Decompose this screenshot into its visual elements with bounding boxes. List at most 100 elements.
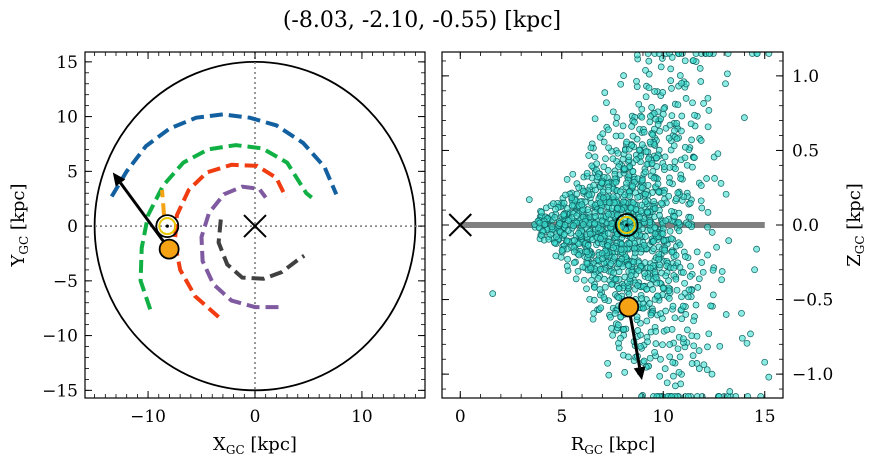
scatter-point [646, 118, 654, 126]
scatter-point [591, 284, 598, 291]
scatter-point [598, 217, 606, 225]
scatter-point [650, 238, 657, 245]
scatter-point [669, 302, 677, 310]
scatter-point [724, 70, 731, 78]
scatter-point [698, 204, 706, 212]
scatter-point [765, 373, 773, 381]
scatter-point [681, 57, 689, 65]
scatter-point [674, 189, 682, 197]
scatter-point [761, 358, 769, 366]
scatter-point [697, 182, 705, 189]
scatter-point [589, 315, 597, 323]
scatter-point [698, 259, 706, 266]
scatter-point [662, 217, 670, 225]
scatter-point [625, 353, 632, 361]
scatter-point [672, 165, 679, 173]
y-tick-label: 0 [67, 217, 78, 237]
scatter-point [686, 199, 694, 207]
scatter-point [583, 260, 591, 267]
scatter-point [704, 251, 711, 259]
scatter-point [665, 287, 673, 295]
scatter-point [600, 275, 608, 283]
scatter-point [570, 222, 577, 230]
scatter-point [670, 264, 678, 272]
scatter-point [666, 353, 674, 361]
scatter-point [663, 379, 671, 387]
scatter-point [693, 248, 701, 256]
x-tick-label: −10 [130, 407, 166, 427]
scatter-point [617, 334, 624, 342]
scatter-point [651, 224, 659, 232]
scatter-point [638, 113, 646, 121]
scatter-point [658, 199, 665, 207]
scatter-point [625, 290, 633, 298]
scatter-point [685, 286, 693, 294]
scatter-point [738, 309, 745, 317]
scatter-point [713, 243, 720, 251]
scatter-point [668, 85, 675, 92]
scatter-point [655, 52, 663, 57]
x-tick-label: 10 [652, 407, 674, 427]
scatter-point [594, 173, 601, 181]
right-y-axis-label: ZGC [kpc] [844, 183, 867, 267]
scatter-point [700, 100, 707, 107]
scatter-point [620, 198, 627, 206]
scatter-point [726, 388, 734, 395]
scatter-point [645, 84, 653, 92]
scatter-point [671, 314, 679, 322]
scatter-point [655, 250, 663, 258]
scatter-point [640, 241, 648, 249]
scatter-point [600, 138, 608, 146]
scatter-point [691, 154, 698, 161]
scatter-point [688, 360, 696, 367]
scatter-point [697, 78, 705, 85]
scatter-point [655, 188, 663, 196]
galactic-center-marker [243, 214, 267, 238]
scatter-point [618, 255, 626, 263]
scatter-point [556, 220, 563, 227]
scatter-point [659, 230, 667, 238]
x-tick-label: 0 [455, 407, 466, 427]
x-tick-label: 5 [556, 407, 567, 427]
scatter-point [692, 301, 700, 309]
scatter-point [684, 326, 691, 334]
scatter-point [674, 345, 682, 353]
scatter-point [704, 343, 711, 351]
scatter-point [591, 153, 599, 161]
scatter-point [564, 255, 571, 263]
scatter-point [741, 114, 748, 121]
sun-outer-ring [155, 214, 180, 238]
star-position-marker-rz [618, 296, 640, 318]
scatter-point [617, 80, 625, 88]
y-tick-label: −10 [42, 327, 78, 347]
scatter-point [605, 126, 612, 134]
scatter-point [594, 275, 602, 282]
galactic-center-marker-rz [448, 213, 472, 237]
right-ticks: 0 5 10 15 −1.0 −0.5 0.0 0.5 1.0 [442, 52, 833, 427]
scatter-point [609, 193, 617, 201]
scatter-point [573, 190, 581, 198]
scatter-point [675, 227, 683, 235]
scatter-point [590, 296, 598, 304]
scatter-point [575, 184, 583, 191]
scatter-point [646, 300, 653, 307]
spiral-arm-2 [138, 143, 313, 310]
scatter-point [708, 370, 716, 378]
y-tick-label: 0.0 [792, 216, 819, 236]
scatter-point [583, 248, 591, 256]
scatter-point [704, 223, 711, 231]
scatter-point [621, 273, 629, 281]
scatter-point [625, 153, 633, 161]
scatter-point [668, 393, 676, 398]
scatter-point [677, 175, 684, 182]
scatter-point [697, 137, 705, 144]
scatter-point [634, 282, 641, 289]
scatter-point [667, 235, 675, 242]
scatter-point [563, 237, 571, 245]
scatter-point [659, 110, 667, 118]
scatter-point [586, 230, 594, 238]
scatter-point [489, 290, 497, 297]
scatter-point [687, 214, 694, 221]
scatter-point [638, 105, 646, 113]
scatter-point [644, 338, 651, 346]
